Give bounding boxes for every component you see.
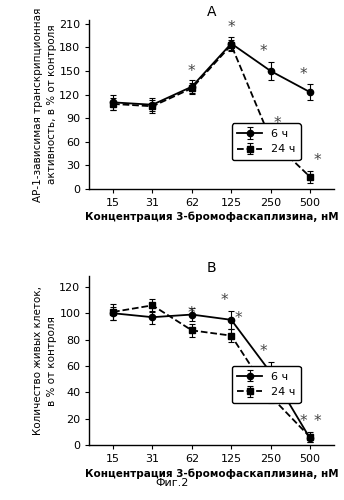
Title: B: B	[207, 261, 216, 275]
Text: *: *	[227, 20, 235, 35]
Legend: 6 ч, 24 ч: 6 ч, 24 ч	[232, 366, 301, 403]
Text: Фиг.2: Фиг.2	[155, 478, 189, 488]
Legend: 6 ч, 24 ч: 6 ч, 24 ч	[232, 124, 301, 160]
Text: *: *	[313, 154, 321, 168]
Text: *: *	[274, 116, 281, 130]
Text: *: *	[260, 44, 267, 59]
Y-axis label: Количество живых клеток,
в % от контроля: Количество живых клеток, в % от контроля	[33, 286, 56, 435]
Text: *: *	[188, 64, 196, 79]
Title: A: A	[207, 5, 216, 19]
Y-axis label: АР-1-зависимая транскрипционная
активность, в % от контроля: АР-1-зависимая транскрипционная активнос…	[33, 7, 56, 202]
Text: *: *	[221, 293, 228, 308]
Text: *: *	[313, 414, 321, 429]
Text: *: *	[260, 344, 267, 360]
Text: *: *	[235, 312, 242, 326]
X-axis label: Концентрация 3-бромофаскаплизина, нМ: Концентрация 3-бромофаскаплизина, нМ	[85, 212, 338, 222]
Text: *: *	[188, 306, 196, 321]
Text: *: *	[274, 372, 281, 387]
Text: *: *	[299, 67, 307, 82]
X-axis label: Концентрация 3-бромофаскаплизина, нМ: Концентрация 3-бромофаскаплизина, нМ	[85, 468, 338, 478]
Text: *: *	[299, 414, 307, 429]
